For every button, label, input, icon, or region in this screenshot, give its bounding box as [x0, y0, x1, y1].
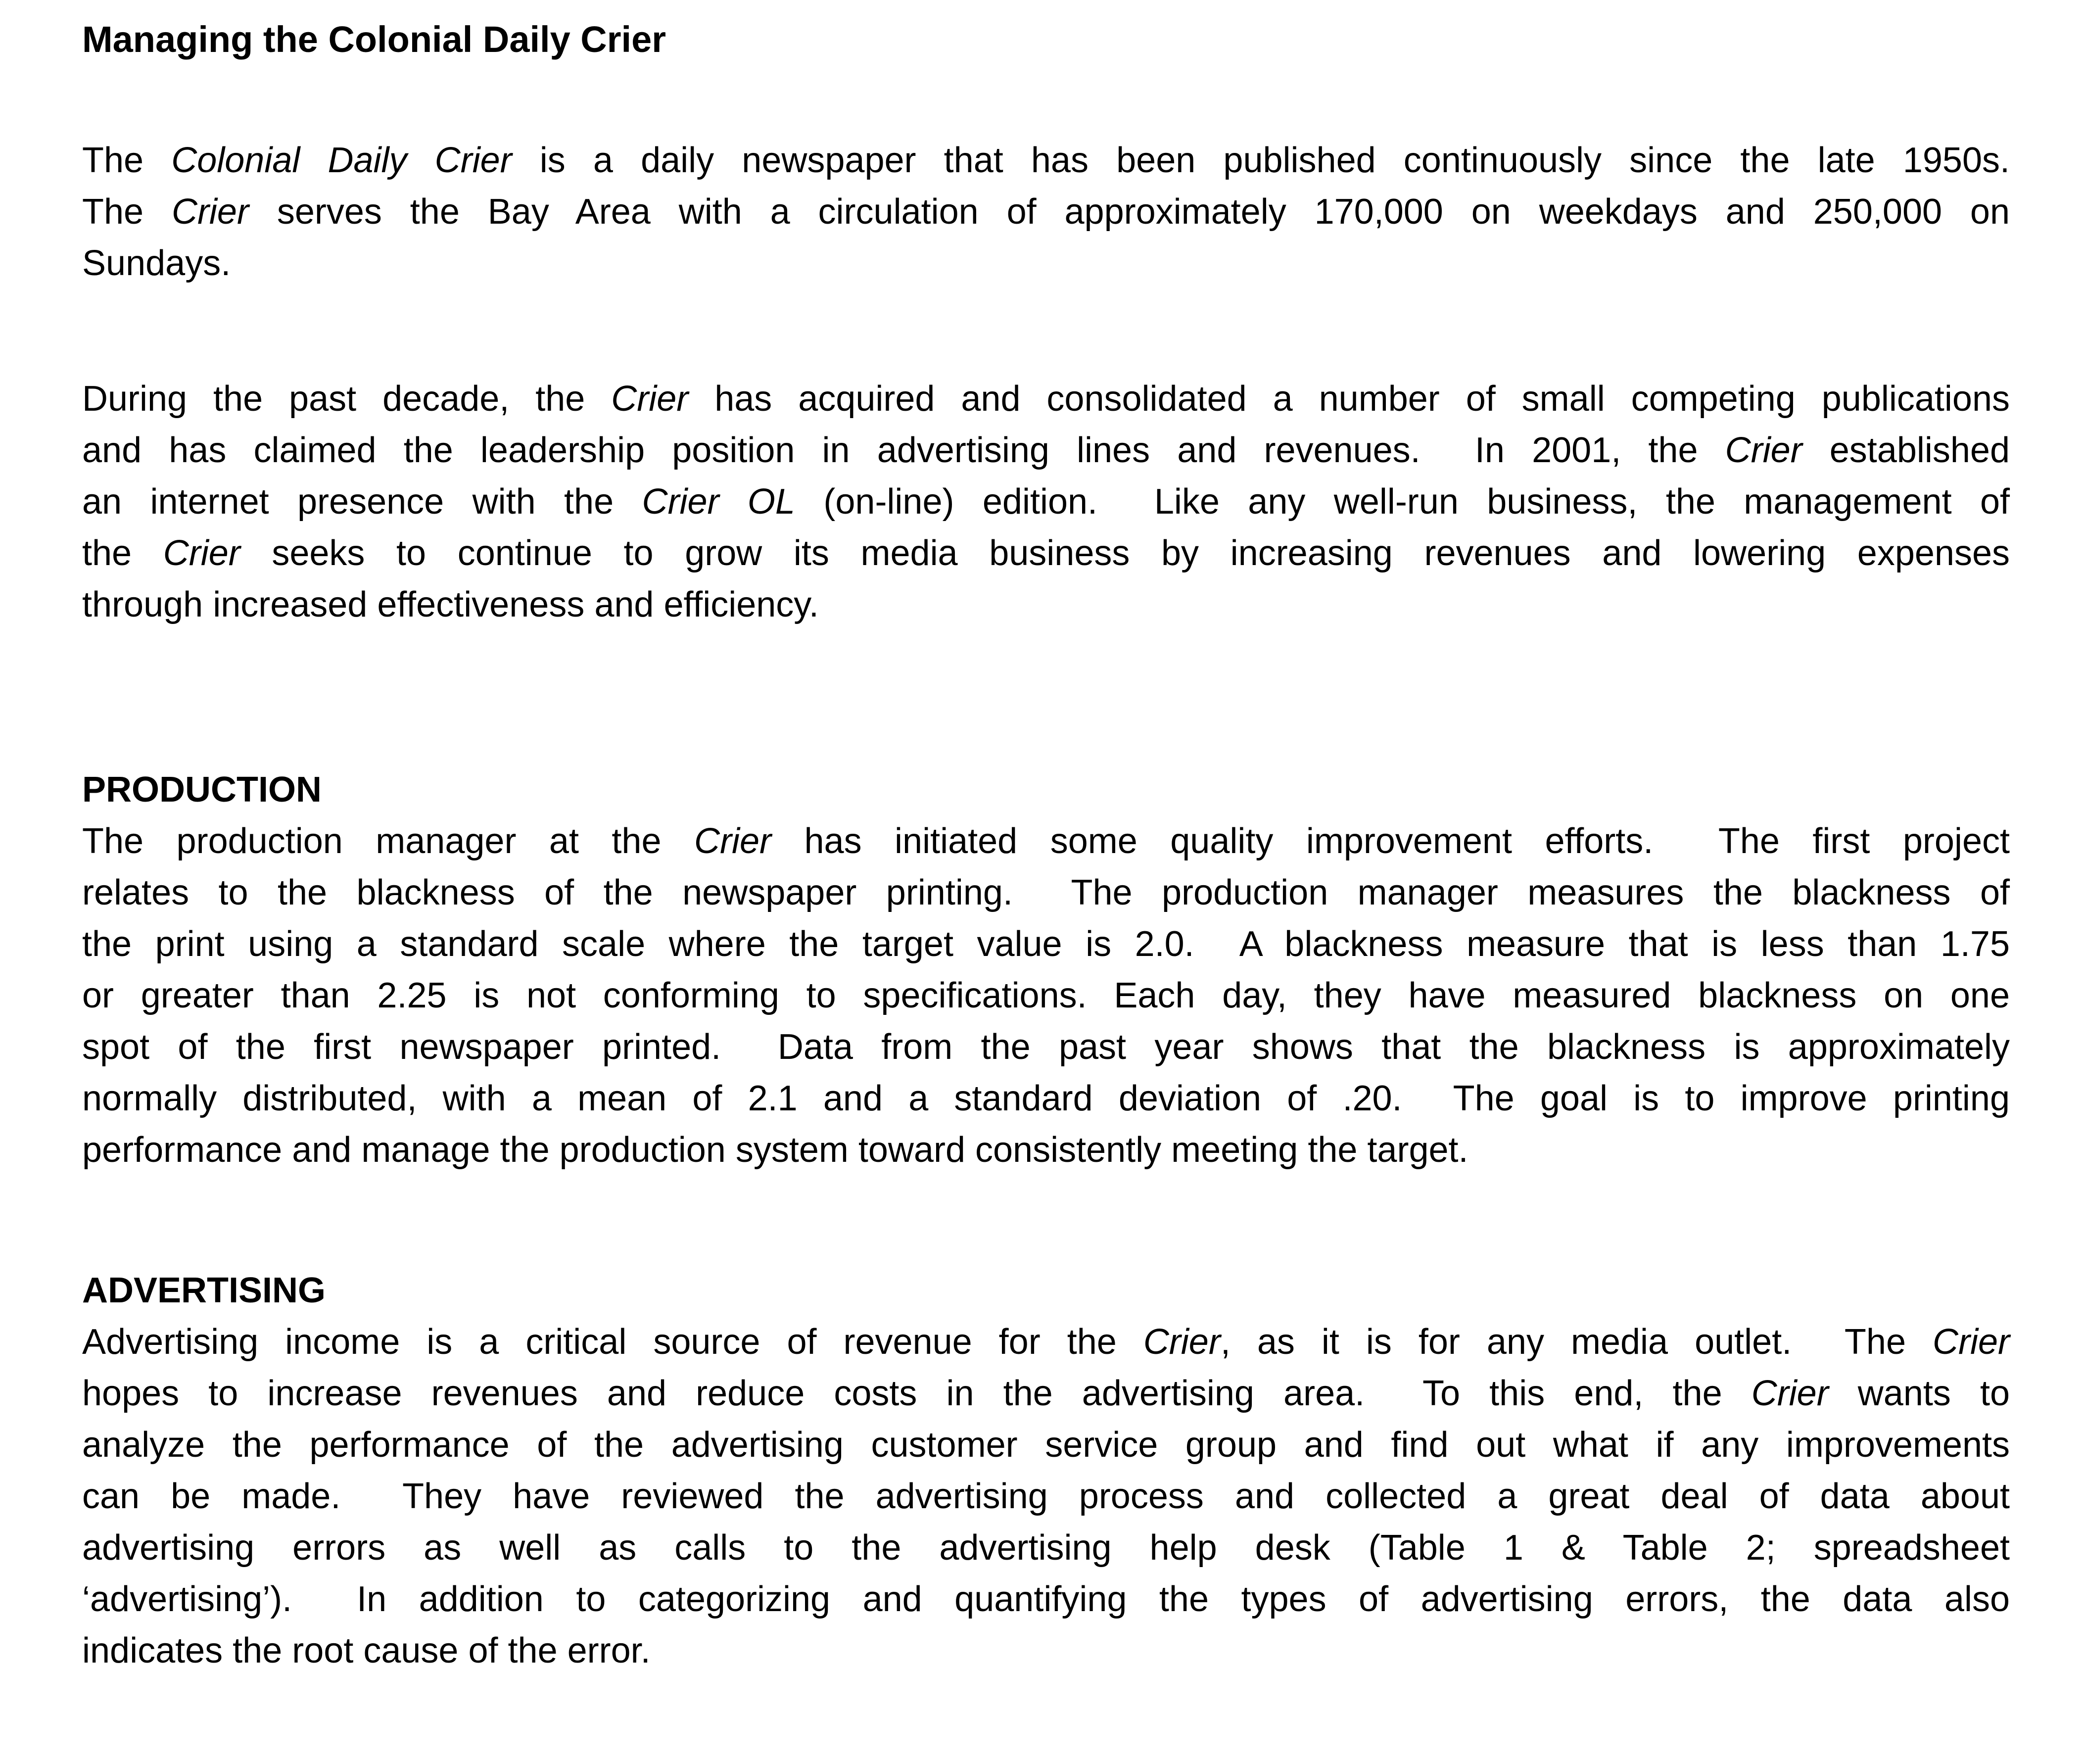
- text-line: ADVERTISING: [82, 1265, 2010, 1316]
- intro-paragraph-2: During the past decade, the Crier has ac…: [82, 373, 2010, 630]
- text-line: Sundays.: [82, 238, 2010, 289]
- text-run: PRODUCTION: [82, 770, 322, 810]
- text-line: Managing the Colonial Daily Crier: [82, 14, 2010, 65]
- text-run: The: [82, 141, 172, 180]
- italic-text-run: Crier: [1725, 430, 1802, 470]
- intro-paragraph-1: The Colonial Daily Crier is a daily news…: [82, 135, 2010, 289]
- text-run: the print using a standard scale where t…: [82, 924, 2010, 964]
- text-run: performance and manage the production sy…: [82, 1130, 1468, 1170]
- text-line: and has claimed the leadership position …: [82, 425, 2010, 476]
- text-run: advertising errors as well as calls to t…: [82, 1528, 2010, 1568]
- text-line: analyze the performance of the advertisi…: [82, 1419, 2010, 1471]
- text-run: the: [82, 533, 163, 573]
- text-line: The Crier serves the Bay Area with a cir…: [82, 186, 2010, 238]
- text-run: serves the Bay Area with a circulation o…: [248, 192, 2010, 232]
- text-run: The production manager at the: [82, 821, 694, 861]
- text-run: The: [82, 192, 172, 232]
- text-run: indicates the root cause of the error.: [82, 1631, 651, 1670]
- text-run: Sundays.: [82, 243, 231, 283]
- text-line: The production manager at the Crier has …: [82, 815, 2010, 867]
- text-run: Advertising income is a critical source …: [82, 1322, 1143, 1362]
- text-run: (on-line) edition. Like any well-run bus…: [795, 482, 2010, 522]
- text-line: an internet presence with the Crier OL (…: [82, 476, 2010, 527]
- text-run: wants to: [1828, 1374, 2010, 1413]
- document-title: Managing the Colonial Daily Crier: [82, 14, 2010, 65]
- production-heading: PRODUCTION: [82, 764, 2010, 815]
- text-line: the print using a standard scale where t…: [82, 918, 2010, 970]
- text-line: spot of the first newspaper printed. Dat…: [82, 1021, 2010, 1073]
- text-run: has acquired and consolidated a number o…: [688, 379, 2010, 419]
- text-line: relates to the blackness of the newspape…: [82, 867, 2010, 918]
- text-run: an internet presence with the: [82, 482, 642, 522]
- text-run: or greater than 2.25 is not conforming t…: [82, 976, 2010, 1015]
- text-run: spot of the first newspaper printed. Dat…: [82, 1027, 2010, 1067]
- text-line: or greater than 2.25 is not conforming t…: [82, 970, 2010, 1021]
- text-run: During the past decade, the: [82, 379, 612, 419]
- text-run: Managing the Colonial Daily Crier: [82, 19, 666, 60]
- text-run: seeks to continue to grow its media busi…: [240, 533, 2010, 573]
- document-body: Managing the Colonial Daily Crier The Col…: [82, 14, 2010, 1676]
- text-line: advertising errors as well as calls to t…: [82, 1522, 2010, 1573]
- italic-text-run: Crier: [1143, 1322, 1221, 1362]
- text-line: indicates the root cause of the error.: [82, 1625, 2010, 1676]
- italic-text-run: Crier OL: [642, 482, 795, 522]
- italic-text-run: Colonial Daily Crier: [171, 141, 512, 180]
- text-run: normally distributed, with a mean of 2.1…: [82, 1079, 2010, 1118]
- italic-text-run: Crier: [1933, 1322, 2010, 1362]
- text-line: through increased effectiveness and effi…: [82, 579, 2010, 630]
- text-run: ‘advertising’). In addition to categoriz…: [82, 1579, 2010, 1619]
- text-run: through increased effectiveness and effi…: [82, 585, 819, 624]
- advertising-paragraph: Advertising income is a critical source …: [82, 1316, 2010, 1676]
- italic-text-run: Crier: [1751, 1374, 1829, 1413]
- text-line: normally distributed, with a mean of 2.1…: [82, 1073, 2010, 1124]
- text-line: Advertising income is a critical source …: [82, 1316, 2010, 1368]
- text-run: is a daily newspaper that has been publi…: [512, 141, 2010, 180]
- italic-text-run: Crier: [171, 192, 249, 232]
- italic-text-run: Crier: [694, 821, 771, 861]
- production-paragraph: The production manager at the Crier has …: [82, 815, 2010, 1176]
- text-line: the Crier seeks to continue to grow its …: [82, 527, 2010, 579]
- text-line: PRODUCTION: [82, 764, 2010, 815]
- text-run: , as it is for any media outlet. The: [1220, 1322, 1933, 1362]
- advertising-heading: ADVERTISING: [82, 1265, 2010, 1316]
- text-run: established: [1802, 430, 2010, 470]
- text-line: performance and manage the production sy…: [82, 1124, 2010, 1176]
- text-line: hopes to increase revenues and reduce co…: [82, 1368, 2010, 1419]
- text-run: has initiated some quality improvement e…: [771, 821, 2010, 861]
- text-run: ADVERTISING: [82, 1271, 326, 1310]
- text-run: can be made. They have reviewed the adve…: [82, 1477, 2010, 1516]
- text-line: ‘advertising’). In addition to categoriz…: [82, 1573, 2010, 1625]
- text-line: During the past decade, the Crier has ac…: [82, 373, 2010, 425]
- italic-text-run: Crier: [163, 533, 240, 573]
- italic-text-run: Crier: [611, 379, 689, 419]
- text-line: can be made. They have reviewed the adve…: [82, 1471, 2010, 1522]
- text-run: analyze the performance of the advertisi…: [82, 1425, 2010, 1465]
- text-line: The Colonial Daily Crier is a daily news…: [82, 135, 2010, 186]
- text-run: hopes to increase revenues and reduce co…: [82, 1374, 1752, 1413]
- text-run: and has claimed the leadership position …: [82, 430, 1725, 470]
- text-run: relates to the blackness of the newspape…: [82, 873, 2010, 912]
